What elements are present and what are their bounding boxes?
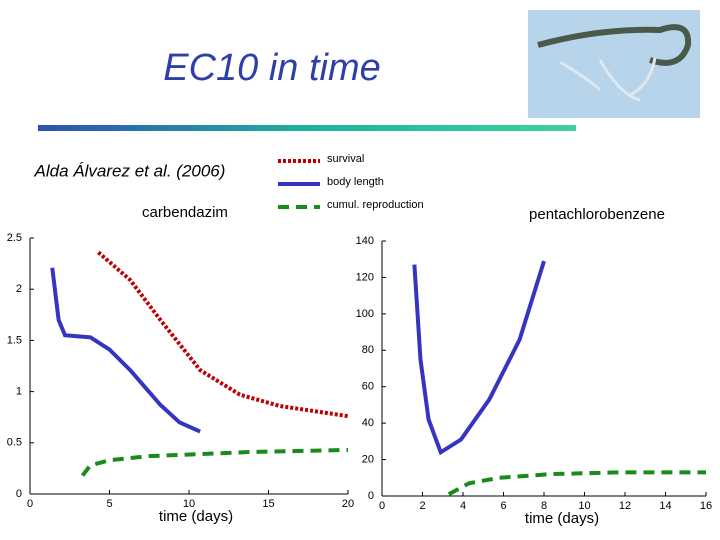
y-tick-label: 20 bbox=[362, 453, 374, 465]
nematode-photo bbox=[528, 10, 700, 118]
series-line bbox=[50, 267, 201, 434]
x-tick-label: 14 bbox=[659, 500, 671, 512]
x-tick-label: 2 bbox=[419, 500, 425, 512]
x-tick-label: 5 bbox=[106, 498, 112, 510]
x-tick-label: 16 bbox=[700, 500, 712, 512]
x-tick-label: 10 bbox=[578, 500, 590, 512]
y-tick-label: 60 bbox=[362, 381, 374, 393]
legend-label: cumul. reproduction bbox=[327, 199, 424, 211]
title-underline bbox=[38, 125, 576, 131]
slide-title: EC10 in time bbox=[163, 47, 381, 89]
series-line bbox=[80, 447, 349, 477]
chart-title: carbendazim bbox=[142, 204, 228, 221]
x-tick-label: 10 bbox=[183, 498, 195, 510]
y-tick-label: 0 bbox=[16, 488, 22, 500]
x-tick-label: 20 bbox=[342, 498, 354, 510]
x-tick-label: 4 bbox=[460, 500, 466, 512]
series-line bbox=[97, 250, 349, 419]
y-tick-label: 120 bbox=[356, 271, 374, 283]
y-tick-label: 1.5 bbox=[7, 334, 22, 346]
x-tick-label: 6 bbox=[500, 500, 506, 512]
legend-label: body length bbox=[327, 176, 384, 188]
x-axis-label: time (days) bbox=[159, 508, 233, 525]
series-line bbox=[412, 260, 546, 456]
y-tick-label: 100 bbox=[356, 308, 374, 320]
y-tick-label: 0 bbox=[368, 490, 374, 502]
x-tick-label: 15 bbox=[262, 498, 274, 510]
legend: survival body length cumul. reproduction bbox=[278, 153, 424, 211]
x-axis-label: time (days) bbox=[525, 510, 599, 527]
x-tick-label: 0 bbox=[27, 498, 33, 510]
y-tick-label: 1 bbox=[16, 386, 22, 398]
x-tick-label: 8 bbox=[541, 500, 547, 512]
x-tick-label: 12 bbox=[619, 500, 631, 512]
series-line bbox=[447, 470, 706, 496]
y-tick-label: 40 bbox=[362, 417, 374, 429]
x-tick-label: 0 bbox=[379, 500, 385, 512]
y-tick-label: 2.5 bbox=[7, 232, 22, 244]
y-tick-label: 2 bbox=[16, 283, 22, 295]
y-tick-label: 80 bbox=[362, 344, 374, 356]
y-tick-label: 0.5 bbox=[7, 437, 22, 449]
legend-label: survival bbox=[327, 153, 364, 165]
subtitle: Alda Álvarez et al. (2006) bbox=[34, 161, 226, 180]
y-tick-label: 140 bbox=[356, 235, 374, 247]
chart-title: pentachlorobenzene bbox=[529, 206, 665, 223]
